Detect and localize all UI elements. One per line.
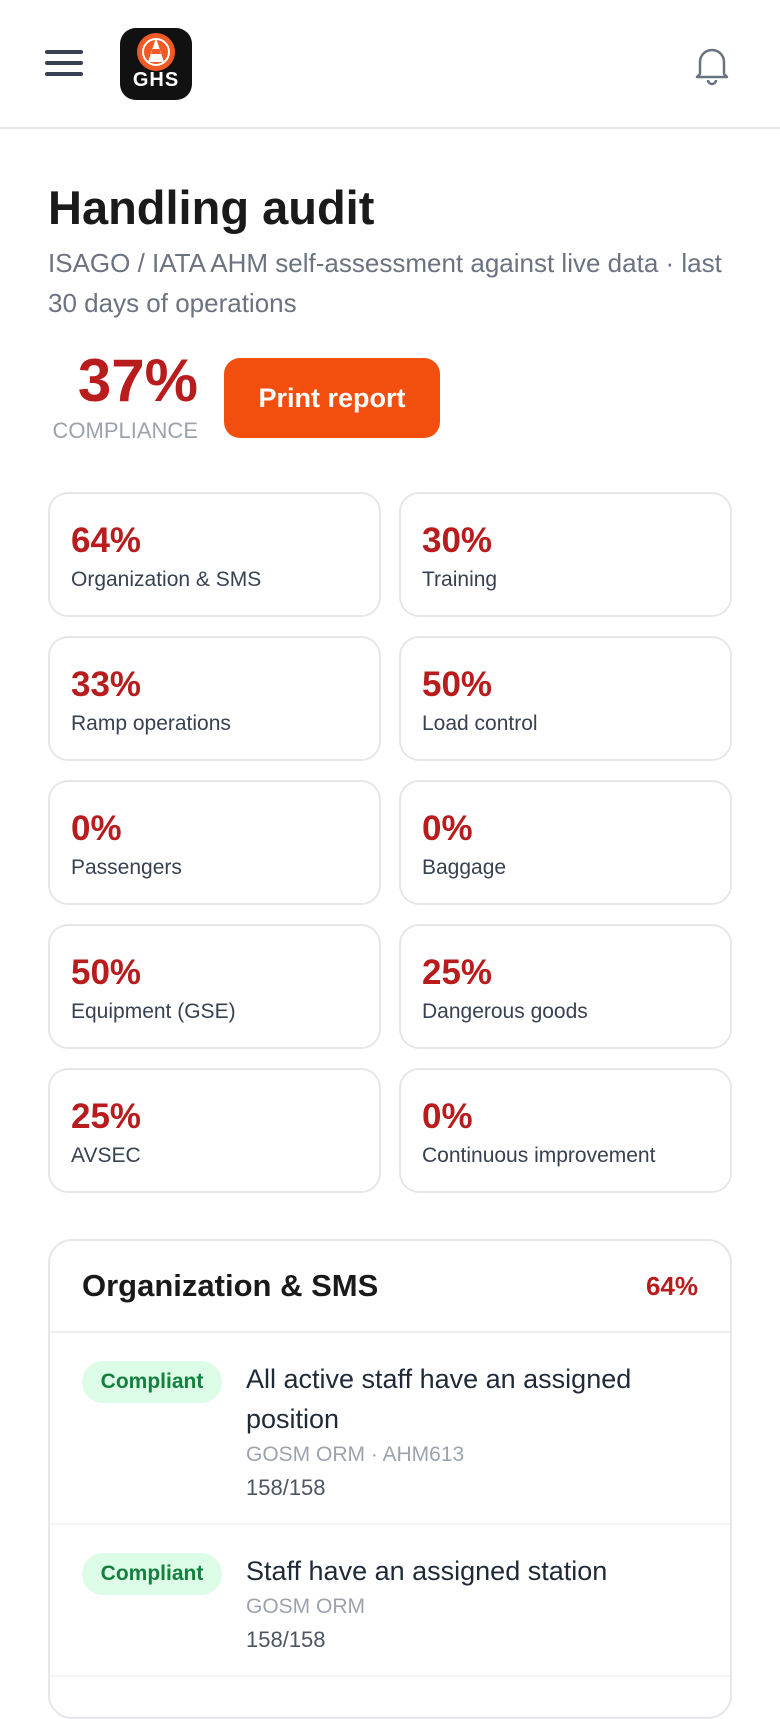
category-card[interactable]: 25% AVSEC <box>48 1068 381 1193</box>
category-value: 0% <box>422 1097 473 1136</box>
top-bar: GHS <box>0 0 780 129</box>
compliance-summary: 37% COMPLIANCE <box>48 348 198 444</box>
menu-button[interactable] <box>45 48 83 78</box>
category-value: 0% <box>71 809 122 848</box>
section-card: Organization & SMS 64% Compliant All acti… <box>48 1239 732 1719</box>
notifications-button[interactable] <box>692 44 732 86</box>
category-value: 50% <box>71 953 142 992</box>
logo-text: GHS <box>132 69 180 91</box>
compliance-label: COMPLIANCE <box>52 418 198 443</box>
category-label: Equipment (GSE) <box>71 1000 236 1023</box>
logo: GHS <box>120 28 192 100</box>
category-label: Passengers <box>71 856 182 879</box>
item-body: All active staff have an assigned positi… <box>246 1359 686 1501</box>
section-value: 64% <box>645 1270 698 1301</box>
item-body: Staff have an assigned station GOSM ORM 15… <box>246 1551 686 1653</box>
print-button[interactable]: Print report <box>224 358 440 438</box>
category-label: AVSEC <box>71 1144 141 1167</box>
category-card[interactable]: 25% Dangerous goods <box>399 924 732 1049</box>
item-count: 158/158 <box>246 1627 326 1652</box>
item-source: GOSM ORM · AHM613 <box>246 1443 465 1466</box>
category-card[interactable]: 50% Load control <box>399 636 732 761</box>
compliance-value: 37% <box>77 347 198 414</box>
category-card[interactable]: 0% Baggage <box>399 780 732 905</box>
category-value: 64% <box>71 521 142 560</box>
category-grid: 64% Organization & SMS 30% Training 33% Ramp … <box>48 492 732 1193</box>
category-label: Training <box>422 568 498 591</box>
category-value: 30% <box>422 521 493 560</box>
item-source: GOSM ORM <box>246 1595 365 1618</box>
status-badge: Compliant <box>82 1553 222 1595</box>
category-value: 50% <box>422 665 493 704</box>
category-label: Baggage <box>422 856 507 879</box>
section-header: Organization & SMS 64% <box>50 1241 730 1333</box>
category-card[interactable]: 0% Passengers <box>48 780 381 905</box>
item-title: Staff have an assigned station <box>246 1556 608 1586</box>
status-badge: Compliant <box>82 1361 222 1403</box>
page-subtitle: ISAGO / IATA AHM self-assessment against… <box>48 248 722 318</box>
category-card[interactable]: 64% Organization & SMS <box>48 492 381 617</box>
logo-icon <box>137 33 175 71</box>
category-label: Ramp operations <box>71 712 231 735</box>
category-card[interactable]: 33% Ramp operations <box>48 636 381 761</box>
item-title: All active staff have an assigned positi… <box>246 1364 632 1434</box>
category-value: 25% <box>71 1097 142 1136</box>
category-value: 0% <box>422 809 473 848</box>
category-card[interactable]: 50% Equipment (GSE) <box>48 924 381 1049</box>
category-value: 33% <box>71 665 142 704</box>
category-label: Dangerous goods <box>422 1000 588 1023</box>
category-value: 25% <box>422 953 493 992</box>
category-label: Organization & SMS <box>71 568 262 591</box>
category-card[interactable]: 30% Training <box>399 492 732 617</box>
category-card[interactable]: 0% Continuous improvement <box>399 1068 732 1193</box>
section-title: Organization & SMS <box>82 1268 379 1303</box>
page-title: Handling audit <box>48 181 375 234</box>
audit-item: Compliant All active staff have an assign… <box>50 1333 730 1525</box>
audit-item: Compliant Staff have an assigned station G… <box>50 1525 730 1677</box>
item-count: 158/158 <box>246 1475 326 1500</box>
category-label: Continuous improvement <box>422 1144 656 1167</box>
category-label: Load control <box>422 712 538 735</box>
